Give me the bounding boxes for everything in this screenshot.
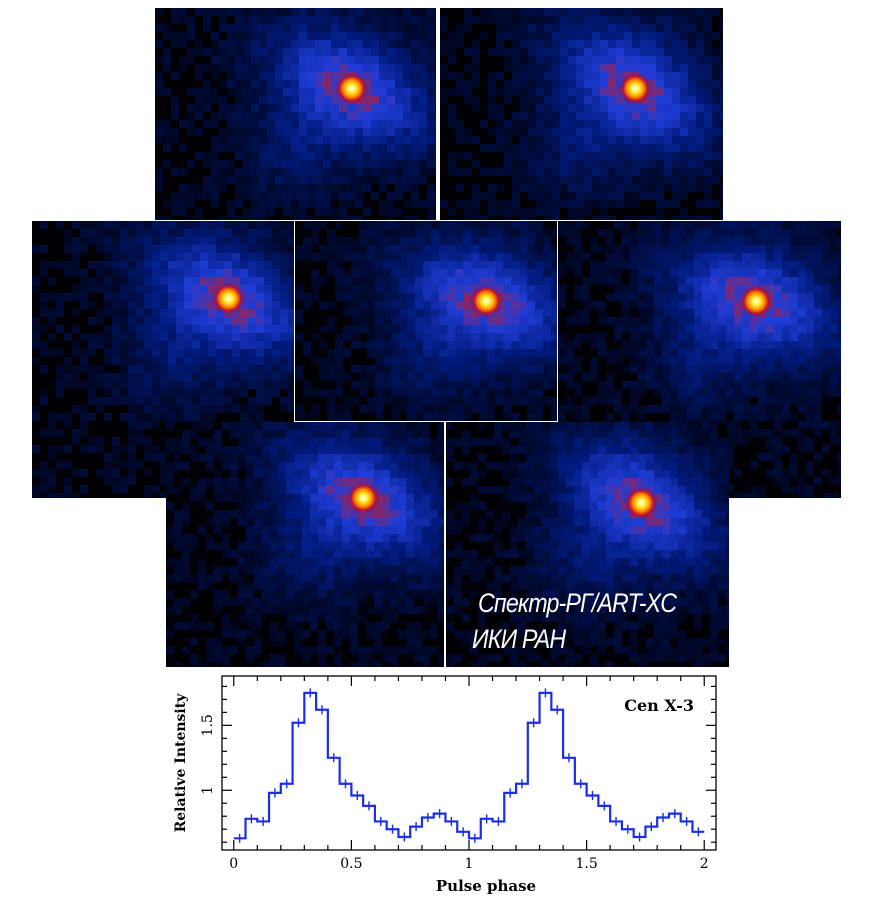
caption-line-1: Спектр-РГ/ART-XC — [478, 588, 677, 618]
point-source — [624, 485, 659, 520]
frame-pixels — [166, 422, 444, 667]
point-source — [334, 71, 369, 106]
x-tick-label: 1 — [465, 856, 474, 872]
y-axis-label: Relative Intensity — [173, 693, 189, 833]
profile-step-line — [233, 691, 705, 840]
frame-pixels — [155, 8, 436, 220]
phase-image-1 — [155, 8, 436, 220]
phase-image-7 — [446, 422, 729, 667]
y-tick-label: 1.5 — [200, 714, 216, 736]
point-source — [346, 480, 381, 515]
pulse-profile-chart: 0 0.5 1 1.5 2 1 1.5 Cen X-3 Pulse phase Relati… — [173, 675, 717, 895]
profile-series — [233, 688, 705, 843]
phase-image-4 — [295, 221, 557, 421]
tick-labels: 0 0.5 1 1.5 2 1 1.5 — [200, 714, 709, 872]
x-tick-label: 0 — [229, 856, 238, 872]
point-source — [469, 284, 504, 318]
phase-image-2 — [440, 8, 723, 220]
chart-title: Cen X-3 — [624, 696, 694, 715]
frame-pixels — [440, 8, 723, 220]
x-tick-label: 2 — [700, 856, 709, 872]
point-source — [739, 284, 774, 319]
frame-pixels — [446, 422, 729, 667]
point-source — [211, 281, 246, 316]
x-tick-label: 1.5 — [575, 856, 597, 872]
x-tick-label: 0.5 — [340, 856, 362, 872]
phase-image-6 — [166, 422, 444, 667]
frame-pixels — [295, 221, 557, 421]
axis-ticks — [222, 676, 716, 850]
point-source — [618, 71, 653, 106]
x-axis-label: Pulse phase — [436, 877, 536, 895]
caption-line-2: ИКИ РАН — [472, 624, 566, 654]
y-tick-label: 1 — [200, 786, 216, 795]
